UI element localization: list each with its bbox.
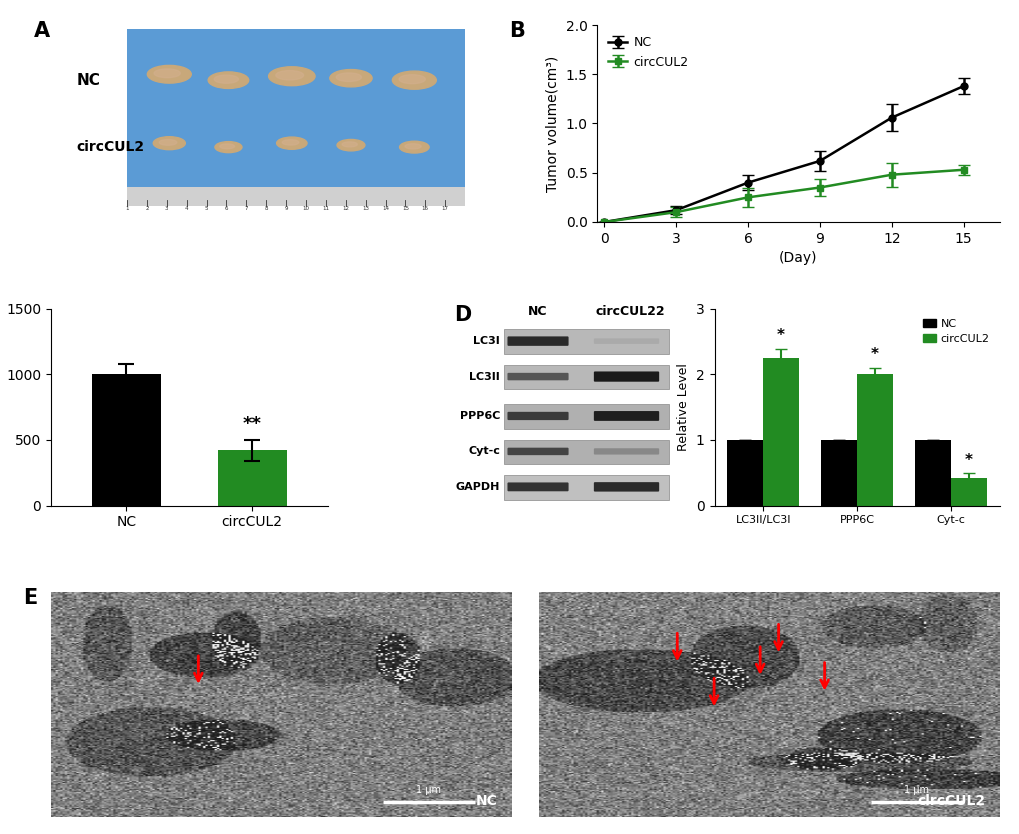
Ellipse shape — [329, 69, 372, 87]
Bar — [92, 374, 161, 505]
Ellipse shape — [405, 143, 421, 149]
X-axis label: (Day): (Day) — [779, 251, 817, 265]
FancyBboxPatch shape — [593, 371, 658, 382]
Text: 14: 14 — [382, 206, 388, 211]
Text: 15: 15 — [401, 206, 409, 211]
FancyBboxPatch shape — [507, 373, 568, 380]
Y-axis label: Relative Level: Relative Level — [677, 363, 690, 451]
Text: 12: 12 — [342, 206, 348, 211]
Text: 1: 1 — [125, 206, 128, 211]
Ellipse shape — [282, 139, 299, 145]
Ellipse shape — [154, 69, 180, 78]
Text: 11: 11 — [322, 206, 329, 211]
Ellipse shape — [276, 137, 307, 149]
Text: circCUL22: circCUL22 — [595, 304, 664, 318]
Text: LC3II: LC3II — [469, 372, 499, 382]
Ellipse shape — [208, 72, 249, 88]
Bar — [503, 404, 668, 429]
Text: 9: 9 — [284, 206, 287, 211]
Text: 1 μm: 1 μm — [416, 785, 440, 795]
Bar — [503, 475, 668, 500]
FancyBboxPatch shape — [127, 187, 465, 206]
Text: *: * — [870, 348, 878, 363]
Text: D: D — [453, 304, 471, 324]
Bar — [503, 329, 668, 354]
Text: 7: 7 — [245, 206, 248, 211]
Ellipse shape — [341, 142, 357, 147]
Text: PPP6C: PPP6C — [460, 411, 499, 421]
Text: 5: 5 — [205, 206, 208, 211]
Ellipse shape — [399, 141, 429, 153]
Bar — [503, 364, 668, 389]
Text: 2: 2 — [145, 206, 149, 211]
Text: 4: 4 — [184, 206, 189, 211]
Y-axis label: Tumor volume(cm³): Tumor volume(cm³) — [545, 55, 559, 192]
Bar — [727, 440, 762, 505]
Ellipse shape — [147, 65, 192, 83]
FancyBboxPatch shape — [127, 29, 465, 206]
Text: *: * — [776, 329, 785, 344]
Text: 10: 10 — [303, 206, 309, 211]
Bar — [820, 440, 856, 505]
Text: E: E — [23, 588, 38, 608]
Text: LC3I: LC3I — [473, 336, 499, 346]
Bar — [503, 440, 668, 465]
Text: clrcCUL2: clrcCUL2 — [917, 794, 984, 808]
FancyBboxPatch shape — [593, 339, 658, 344]
Text: 16: 16 — [422, 206, 428, 211]
FancyBboxPatch shape — [593, 482, 658, 491]
Ellipse shape — [268, 67, 315, 86]
FancyBboxPatch shape — [507, 336, 568, 346]
Ellipse shape — [214, 75, 238, 83]
FancyBboxPatch shape — [593, 448, 658, 455]
Bar — [914, 440, 950, 505]
Ellipse shape — [275, 71, 304, 80]
FancyBboxPatch shape — [507, 448, 568, 455]
Text: *: * — [964, 453, 972, 468]
Text: 3: 3 — [165, 206, 168, 211]
Ellipse shape — [336, 73, 361, 82]
FancyBboxPatch shape — [507, 412, 568, 420]
Bar — [950, 478, 985, 505]
Bar — [762, 358, 798, 505]
Legend: NC, circCUL2: NC, circCUL2 — [917, 314, 994, 349]
Bar — [217, 450, 286, 505]
Legend: NC, circCUL2: NC, circCUL2 — [603, 31, 693, 73]
Text: 1 μm: 1 μm — [903, 785, 928, 795]
Text: A: A — [34, 21, 50, 41]
Text: NC: NC — [475, 794, 497, 808]
Text: 8: 8 — [264, 206, 268, 211]
Ellipse shape — [392, 71, 436, 89]
Ellipse shape — [219, 143, 234, 148]
Text: 17: 17 — [441, 206, 448, 211]
Text: 6: 6 — [224, 206, 228, 211]
Ellipse shape — [159, 139, 176, 145]
Text: NC: NC — [528, 304, 547, 318]
FancyBboxPatch shape — [593, 411, 658, 421]
Ellipse shape — [398, 75, 425, 83]
Text: NC: NC — [76, 73, 100, 88]
Text: 13: 13 — [362, 206, 369, 211]
FancyBboxPatch shape — [507, 482, 568, 491]
Text: Cyt-c: Cyt-c — [468, 446, 499, 456]
Text: GAPDH: GAPDH — [455, 482, 499, 492]
Bar — [856, 374, 892, 505]
Text: **: ** — [243, 414, 262, 433]
Ellipse shape — [215, 142, 242, 153]
Ellipse shape — [153, 137, 185, 149]
Ellipse shape — [336, 139, 365, 151]
Text: B: B — [508, 21, 524, 41]
Text: circCUL2: circCUL2 — [76, 140, 145, 154]
